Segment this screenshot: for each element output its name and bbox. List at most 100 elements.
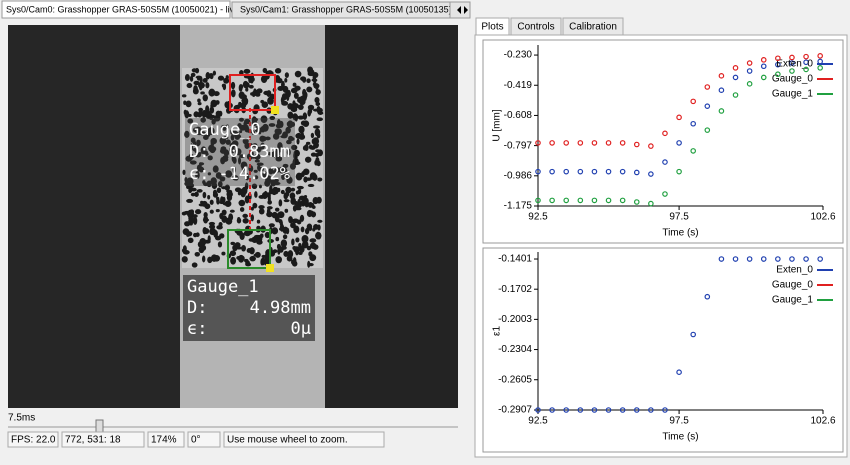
speckle-dot bbox=[207, 195, 211, 200]
legend-label[interactable]: Gauge_0 bbox=[772, 280, 814, 291]
speckle-dot bbox=[210, 254, 218, 262]
gauge-box-0[interactable] bbox=[229, 74, 276, 111]
speckle-dot bbox=[197, 112, 202, 118]
data-point bbox=[605, 407, 612, 413]
panel-tab[interactable] bbox=[475, 17, 510, 36]
data-point bbox=[803, 256, 809, 262]
gauge-handle[interactable] bbox=[266, 264, 274, 272]
speckle-dot bbox=[302, 77, 307, 83]
legend-label[interactable]: Gauge_1 bbox=[772, 295, 814, 306]
camera-tab-label[interactable]: Sys0/Cam1: Grasshopper GRAS-50S5M (10050… bbox=[240, 4, 452, 14]
speckle-dot bbox=[252, 202, 258, 209]
panel-tab[interactable] bbox=[562, 17, 624, 36]
speckle-dot bbox=[291, 238, 295, 246]
speckle-dot bbox=[184, 130, 190, 138]
speckle-dot bbox=[295, 172, 303, 181]
speckle-dot bbox=[198, 151, 202, 155]
data-point bbox=[605, 140, 612, 146]
speckle-dot bbox=[196, 76, 201, 81]
data-point bbox=[803, 59, 809, 66]
data-point bbox=[535, 140, 541, 146]
speckle-dot bbox=[290, 107, 298, 113]
speckle-dot bbox=[308, 144, 313, 150]
y-tick-label: -0.608 bbox=[504, 110, 533, 121]
legend-label[interactable]: Exten_0 bbox=[776, 59, 813, 70]
speckle-dot bbox=[307, 66, 314, 74]
data-point bbox=[549, 140, 555, 146]
speckle-dot bbox=[265, 70, 273, 75]
status-cell bbox=[147, 431, 185, 448]
data-point bbox=[549, 197, 555, 204]
gauge-box-1[interactable] bbox=[227, 229, 271, 269]
speckle-dot bbox=[276, 119, 281, 127]
speckle-dot bbox=[305, 141, 311, 145]
legend-label[interactable]: Exten_0 bbox=[776, 265, 813, 276]
speckle-dot bbox=[314, 128, 321, 137]
data-point bbox=[690, 331, 696, 338]
status-text: Use mouse wheel to zoom. bbox=[227, 435, 348, 446]
speckle-dot bbox=[184, 221, 191, 227]
slider-thumb[interactable] bbox=[95, 419, 104, 434]
camera-tab-label[interactable]: Sys0/Cam0: Grasshopper GRAS-50S5M (10050… bbox=[6, 4, 239, 14]
speckle-dot bbox=[264, 231, 271, 239]
data-point bbox=[633, 199, 640, 205]
speckle-dot bbox=[295, 207, 302, 211]
speckle-dot bbox=[194, 251, 200, 257]
speckle-dot bbox=[313, 142, 319, 149]
data-point bbox=[535, 197, 541, 204]
tab-right-arrow[interactable] bbox=[464, 6, 468, 14]
speckle-dot bbox=[277, 212, 283, 216]
panel-tab-label[interactable]: Controls bbox=[517, 22, 554, 33]
speckle-dot bbox=[199, 162, 205, 166]
speckle-dot bbox=[292, 82, 297, 87]
legend-label[interactable]: Gauge_0 bbox=[772, 74, 814, 85]
speckle-dot bbox=[239, 154, 245, 159]
speckle-dot bbox=[198, 166, 205, 173]
gauge-handle[interactable] bbox=[271, 106, 279, 114]
gauge-d-label: D: bbox=[187, 298, 207, 318]
speckle-dot bbox=[186, 83, 193, 89]
speckle-dot bbox=[300, 226, 305, 233]
speckle-dot bbox=[251, 183, 258, 190]
data-point bbox=[775, 61, 781, 68]
data-point bbox=[775, 256, 781, 262]
speckle-dot bbox=[301, 234, 309, 243]
data-point bbox=[803, 66, 809, 73]
data-point bbox=[746, 68, 753, 74]
speckle-dot bbox=[257, 164, 261, 171]
legend-label[interactable]: Gauge_1 bbox=[772, 89, 814, 100]
y-tick-label: -0.986 bbox=[504, 170, 533, 181]
speckle-dot bbox=[269, 116, 276, 121]
data-point bbox=[549, 407, 555, 413]
speckle-dot bbox=[314, 96, 320, 104]
speckle-dot bbox=[198, 189, 202, 193]
speckle-dot bbox=[238, 255, 245, 262]
tab-left-arrow[interactable] bbox=[457, 6, 461, 14]
speckle-dot bbox=[285, 126, 291, 134]
x-tick-label: 102.6 bbox=[810, 212, 835, 223]
status-bar: FPS: 22.0 772, 531: 18 174% 0° Use mouse whe… bbox=[7, 431, 385, 448]
panel-tab[interactable] bbox=[510, 17, 562, 36]
panel-tabs: Plots Controls Calibration bbox=[475, 17, 624, 36]
speckle-dot bbox=[184, 73, 190, 82]
speckle-dot bbox=[305, 177, 312, 181]
speckle-dot bbox=[287, 111, 294, 119]
speckle-dot bbox=[209, 199, 214, 205]
speckle-dot bbox=[258, 184, 262, 189]
camera-tab-active[interactable] bbox=[1, 0, 231, 19]
speckle-dot bbox=[288, 216, 293, 224]
status-text: 0° bbox=[191, 435, 201, 446]
speckle-dot bbox=[275, 236, 280, 242]
speckle-dot bbox=[267, 96, 274, 105]
data-point bbox=[605, 197, 612, 204]
speckle-dot bbox=[197, 241, 204, 248]
speckle-dot bbox=[286, 148, 291, 156]
speckle-dot bbox=[181, 94, 187, 98]
speckle-dot bbox=[315, 149, 321, 153]
panel-tab-label[interactable]: Plots bbox=[481, 22, 503, 33]
speckle-dot bbox=[250, 214, 254, 222]
panel-tab-label[interactable]: Calibration bbox=[569, 22, 617, 33]
speckle-dot bbox=[284, 77, 288, 83]
speckle-dot bbox=[191, 262, 198, 268]
speckle-dot bbox=[316, 117, 323, 122]
